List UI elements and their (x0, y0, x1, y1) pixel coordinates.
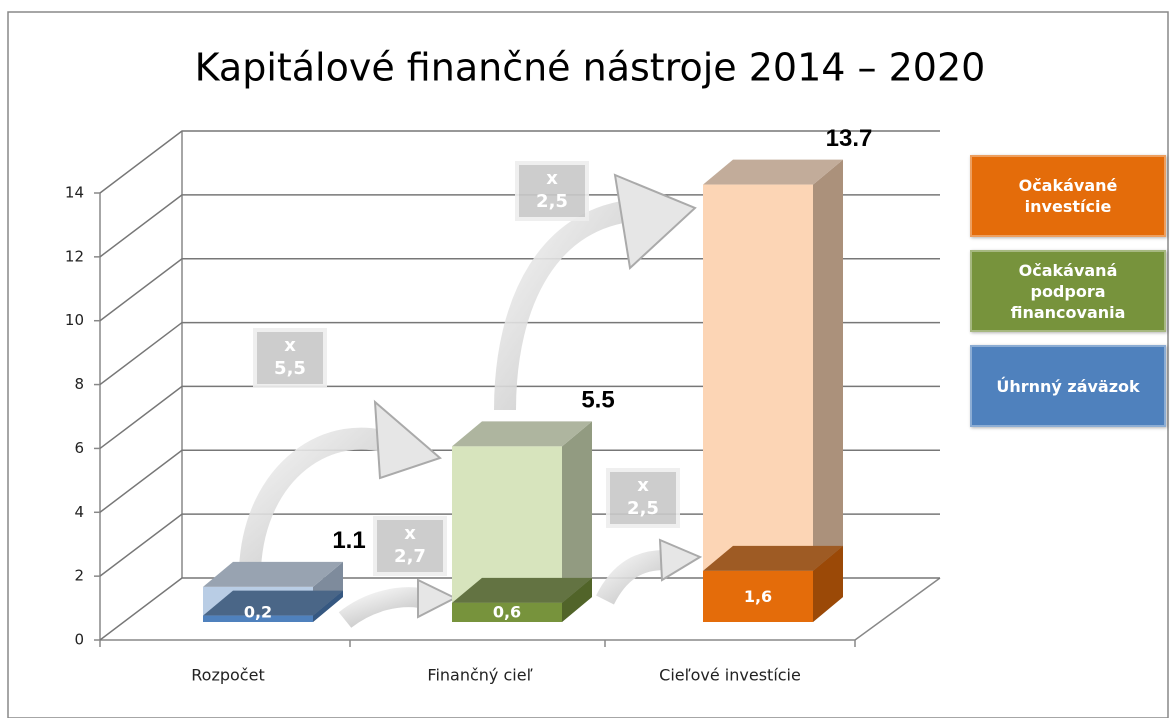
bar-top (203, 561, 343, 587)
grid-line (99, 513, 940, 577)
arrows (239, 173, 703, 629)
y-tick-label: 10 (65, 311, 84, 329)
y-tick-label: 12 (65, 247, 84, 265)
base-bar-top (452, 577, 592, 603)
value-label: 13.7 (826, 125, 873, 152)
legend-item: Očakávaná podpora financovania (970, 250, 1166, 332)
base-bar (452, 602, 562, 622)
multiplier-text: 5,5 (274, 358, 306, 379)
y-tick-label: 8 (74, 375, 84, 393)
base-value-label: 0,2 (244, 603, 272, 622)
multiplier-text: 2,5 (536, 191, 568, 212)
grid-line (99, 449, 940, 513)
arrow-head (417, 578, 458, 619)
bar-top (452, 421, 592, 447)
arrow (494, 199, 641, 411)
y-tick-label: 4 (74, 503, 84, 521)
chart-title: Kapitálové finančné nástroje 2014 – 2020 (195, 46, 986, 90)
arrow (239, 427, 399, 569)
y-tick-label: 6 (74, 439, 84, 457)
legend-item: Očakávané investície (970, 155, 1166, 237)
value-label: 1.1 (332, 527, 365, 554)
x-tick-label: Cieľové investície (659, 666, 801, 685)
base-value-label: 1,6 (744, 587, 772, 606)
bar-side (562, 421, 592, 622)
base-value-label: 0,6 (493, 603, 521, 622)
multiplier-text: 2,7 (394, 546, 426, 567)
multiplier-text: 2,5 (627, 498, 659, 519)
y-tick-label: 2 (74, 567, 84, 585)
arrow-head (658, 538, 703, 582)
x-tick-label: Finančný cieľ (427, 666, 532, 685)
arrow-head (613, 173, 697, 270)
multiplier-box (515, 161, 589, 221)
grid-line (99, 577, 940, 641)
grid-line (99, 321, 940, 386)
multiplier-text: x (637, 475, 649, 496)
frame (7, 11, 1169, 718)
multiplier-text: x (284, 335, 296, 356)
base-bar (203, 615, 313, 622)
grid-line (99, 385, 940, 450)
multiplier-box (606, 468, 680, 528)
x-tick-label: Rozpočet (191, 666, 264, 685)
base-bar-top (203, 590, 343, 616)
y-tick-label: 14 (65, 184, 84, 202)
multiplier-text: x (546, 168, 558, 189)
base-bar-side (562, 577, 592, 622)
value-label: 5.5 (581, 387, 614, 414)
bar-side (813, 159, 843, 623)
base-bar-side (813, 545, 843, 622)
bar-top (703, 159, 843, 185)
arrow (338, 587, 422, 629)
base-bar-top (703, 545, 843, 571)
base-bar-side (313, 590, 343, 622)
arrow-head (373, 399, 442, 480)
grid-line (99, 130, 940, 194)
walls (94, 130, 941, 647)
grid-line (99, 194, 940, 258)
multiplier-box (373, 516, 447, 576)
arrow (596, 550, 666, 605)
multiplier-text: x (404, 523, 416, 544)
y-tick-label: 0 (74, 631, 84, 649)
grid-line (99, 257, 940, 322)
multiplier-box (253, 328, 327, 388)
legend-item: Úhrnný záväzok (970, 345, 1166, 427)
base-bar (703, 570, 813, 622)
